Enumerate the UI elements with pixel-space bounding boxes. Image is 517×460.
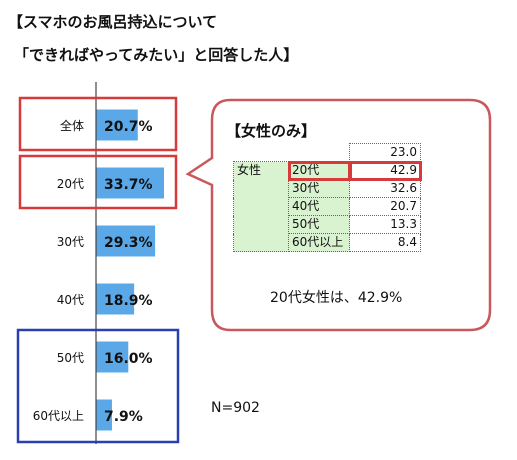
bar: [96, 399, 112, 431]
table-row: 女性 20代 42.9: [233, 160, 422, 252]
title-line-1: 【スマホのお風呂持込について: [8, 13, 218, 31]
inset-top-row: 23.0: [234, 143, 421, 162]
inset-row-value: 20.7: [349, 197, 421, 216]
category-label: 40代: [57, 293, 84, 307]
highlight-box-blue: [16, 328, 180, 444]
data-label: 29.3%: [104, 235, 153, 251]
table-row: 60代以上 8.4: [234, 233, 421, 252]
table-row: 40代 20.7: [234, 197, 421, 216]
inset-top-value: 23.0: [349, 143, 421, 162]
bar: [96, 341, 129, 373]
table-row: 30代 32.6: [234, 179, 421, 198]
sample-size-label: N=902: [211, 400, 260, 416]
inset-row-label: 30代: [288, 179, 350, 198]
category-label: 全体: [60, 118, 84, 133]
inset-row-label: 40代: [288, 197, 350, 216]
inset-row-label: 50代: [288, 215, 350, 234]
bar: [96, 283, 135, 315]
title-line-2: 「できればやってみたい」と回答した人】: [14, 46, 299, 64]
category-label: 20代: [57, 177, 84, 191]
inset-group-label: 女性: [233, 161, 289, 252]
inset-title: 【女性のみ】: [226, 122, 317, 140]
inset-row-value: 8.4: [349, 233, 421, 252]
inset-row-label: 20代: [287, 160, 351, 181]
bar: [96, 109, 138, 141]
bar: [96, 225, 156, 257]
inset-table: 23.0 女性 20代 42.9 30代 32.6 40代 20.7 50代 1…: [233, 143, 422, 252]
data-label: 20.7%: [104, 119, 153, 135]
table-row: 50代 13.3: [234, 215, 421, 234]
highlight-box-red: [18, 154, 178, 210]
inset-row-label: 60代以上: [288, 233, 350, 252]
inset-row-value: 42.9: [348, 160, 422, 181]
category-label: 30代: [57, 235, 84, 249]
category-label: 50代: [57, 351, 84, 365]
inset-summary: 20代女性は、42.9%: [270, 290, 403, 306]
data-label: 18.9%: [104, 293, 153, 309]
inset-row-value: 32.6: [349, 179, 421, 198]
data-label: 7.9%: [104, 409, 143, 425]
inset-row-value: 13.3: [349, 215, 421, 234]
highlight-box-red: [18, 96, 178, 152]
data-label: 16.0%: [104, 351, 153, 367]
category-label: 60代以上: [33, 409, 84, 423]
bar: [96, 167, 164, 199]
data-label: 33.7%: [104, 177, 153, 193]
